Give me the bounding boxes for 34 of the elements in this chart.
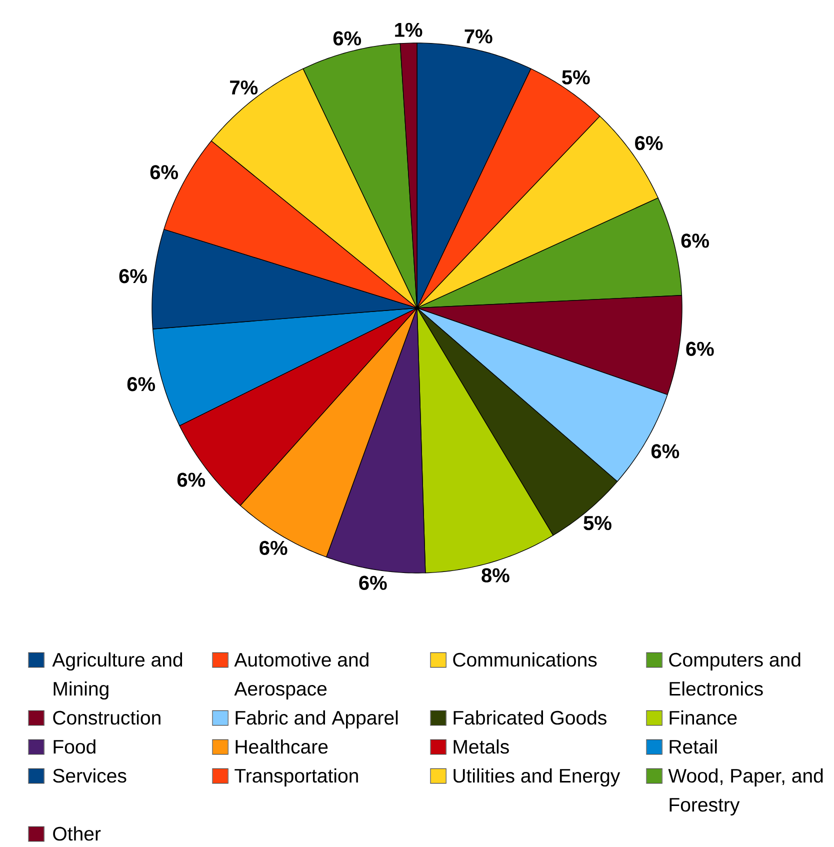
legend-label: Fabricated Goods (454, 710, 606, 725)
data-label: 6% (127, 377, 156, 392)
data-label: 7% (230, 80, 258, 95)
data-label: 1% (395, 22, 422, 37)
legend-label: Automotive and Aerospace (234, 652, 368, 700)
data-label: 6% (635, 136, 663, 150)
data-label: 5% (562, 70, 590, 84)
legend-label: Utilities and Energy (454, 768, 620, 787)
legend-label: Healthcare (236, 739, 328, 754)
legend-label: Communications (453, 652, 597, 667)
data-label: 6% (333, 31, 362, 46)
data-label: 6% (119, 269, 147, 284)
legend-label: Fabric and Apparel (236, 710, 398, 729)
legend-label: Metals (454, 739, 509, 754)
data-label: 6% (177, 472, 206, 487)
legend-label: Other (53, 826, 101, 841)
data-label: 6% (686, 342, 714, 356)
legend-label: Services (53, 768, 126, 783)
data-label: 6% (651, 444, 680, 458)
data-label: 6% (260, 540, 288, 556)
data-label: 6% (681, 234, 709, 248)
legend-label: Transportation (234, 768, 358, 787)
data-label: 6% (150, 165, 178, 180)
legend-label: Retail (670, 739, 717, 754)
legend-label: Food (54, 739, 96, 754)
legend-label: Finance (670, 710, 737, 725)
legend-label: Construction (53, 710, 160, 725)
data-label: 5% (584, 516, 612, 530)
legend-label: Wood, Paper, and Forestry (668, 768, 823, 816)
data-label: 7% (464, 29, 492, 44)
legend-label: Computers and Electronics (669, 652, 800, 696)
data-label: 6% (359, 576, 387, 590)
legend-label: Agriculture and Mining (52, 652, 182, 700)
data-label: 8% (482, 568, 510, 582)
